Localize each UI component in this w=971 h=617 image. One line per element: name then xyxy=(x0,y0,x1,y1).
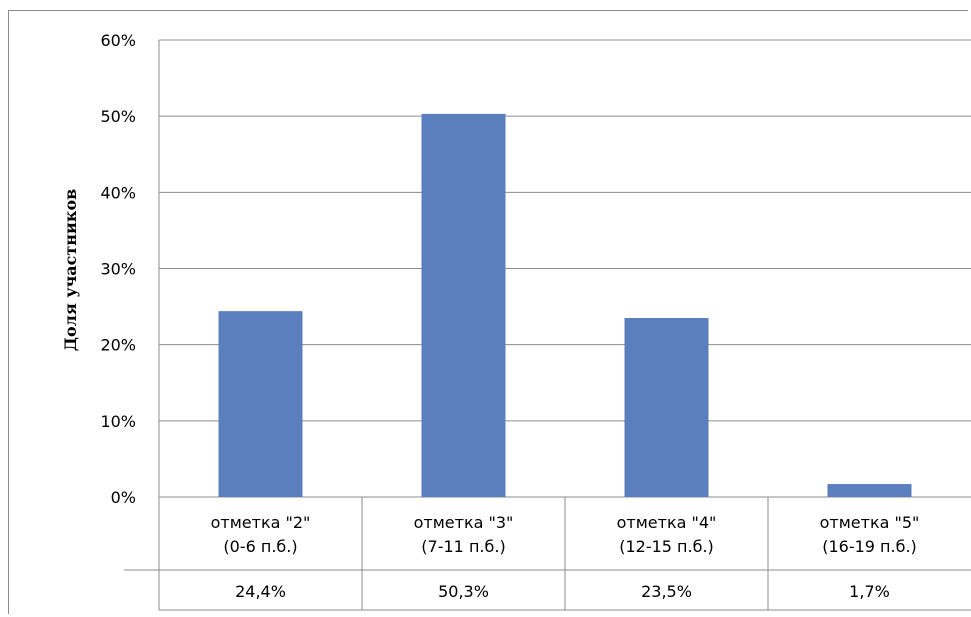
bar xyxy=(421,113,506,498)
y-tick-label: 20% xyxy=(100,336,136,355)
data-table: отметка "2" (0-6 п.б.) 24,4% отметка "3" (7-… xyxy=(124,497,971,611)
y-axis-ticks: 0% 10% 20% 30% 40% 50% 60% xyxy=(100,31,136,507)
y-tick-label: 40% xyxy=(100,183,136,202)
bars xyxy=(218,113,912,498)
value-label: 23,5% xyxy=(641,582,692,601)
category-label: отметка "3" (7-11 п.б.) xyxy=(414,513,514,556)
bar xyxy=(624,318,709,497)
category-label-line: отметка "2" xyxy=(211,513,311,532)
y-tick-label: 50% xyxy=(100,107,136,126)
category-label: отметка "2" (0-6 п.б.) xyxy=(211,513,311,556)
value-label: 24,4% xyxy=(235,582,286,601)
category-label-line: (0-6 п.б.) xyxy=(223,537,297,556)
category-label-line: (7-11 п.б.) xyxy=(421,537,505,556)
category-label-line: отметка "5" xyxy=(820,513,920,532)
y-tick-label: 60% xyxy=(100,31,136,50)
value-label: 50,3% xyxy=(438,582,489,601)
y-axis-label: Доля участников xyxy=(61,189,80,351)
bar xyxy=(218,311,303,497)
y-tick-label: 10% xyxy=(100,412,136,431)
bar xyxy=(827,484,912,497)
category-label-line: (16-19 п.б.) xyxy=(822,537,917,556)
value-label: 1,7% xyxy=(849,582,890,601)
category-label: отметка "5" (16-19 п.б.) xyxy=(820,513,920,556)
y-tick-label: 0% xyxy=(111,488,136,507)
category-label-line: отметка "4" xyxy=(617,513,717,532)
category-label-line: отметка "3" xyxy=(414,513,514,532)
category-label-line: (12-15 п.б.) xyxy=(619,537,714,556)
category-label: отметка "4" (12-15 п.б.) xyxy=(617,513,717,556)
chart-frame xyxy=(8,10,968,614)
y-tick-label: 30% xyxy=(100,260,136,279)
